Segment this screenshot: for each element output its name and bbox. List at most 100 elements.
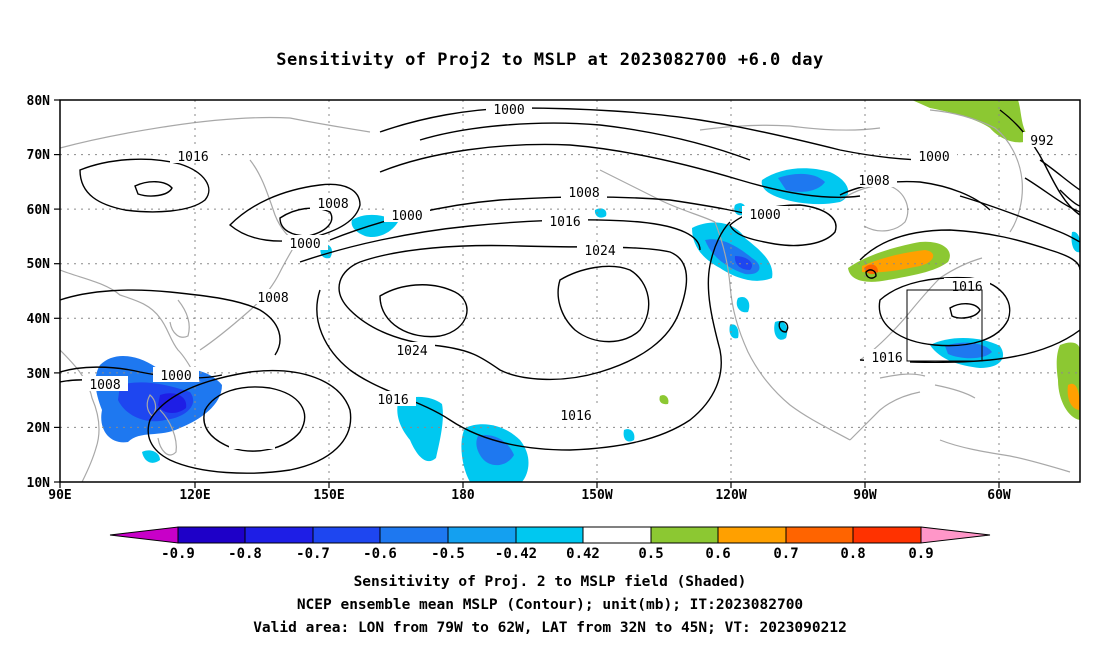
colorbar-left-arrow (109, 526, 179, 544)
colorbar-segment (582, 526, 652, 544)
coastlines (60, 109, 1071, 482)
colorbar-segment (852, 526, 922, 544)
colorbar-label: 0.8 (840, 546, 865, 562)
contour-label: 1008 (257, 291, 288, 306)
contour-label: 1000 (160, 369, 191, 384)
shade-positive-east-edge-core (1067, 383, 1080, 410)
colorbar-label: 0.7 (773, 546, 798, 562)
valid-area-box (906, 289, 983, 362)
contour-1008-kamchatka (228, 183, 361, 242)
caption-shading: Sensitivity of Proj. 2 to MSLP field (Sh… (353, 574, 747, 590)
colorbar-segment (515, 526, 584, 544)
coast-arctic (699, 124, 881, 131)
coast-hudson (839, 185, 909, 232)
contour-1024-outer (338, 244, 688, 381)
contour-label: 1000 (749, 208, 780, 223)
contour-1008-philippine (147, 369, 352, 474)
coast-alaska (599, 169, 716, 223)
coast-southamerica (939, 439, 1071, 473)
coast-asia-south (60, 349, 100, 482)
colorbar-segment (244, 526, 314, 544)
lon-label: 90E (48, 488, 71, 503)
colorbar-segment (177, 526, 246, 544)
colorbar-label: -0.6 (363, 546, 397, 562)
contour-1016-west-inner (134, 181, 173, 197)
lat-label: 30N (27, 367, 51, 382)
coast-greenland (929, 109, 1023, 233)
contour-label: 1000 (289, 237, 320, 252)
lat-label: 50N (27, 257, 51, 272)
map-frame (59, 99, 1081, 483)
lon-label: 150E (313, 488, 344, 503)
lon-label: 150W (581, 488, 612, 503)
shade-negative-canada-core (778, 173, 825, 192)
contour-small-low (865, 269, 877, 279)
colorbar-segment (785, 526, 854, 544)
lat-label: 60N (27, 203, 51, 218)
colorbar-segment (717, 526, 787, 544)
axis-ticks (54, 99, 1000, 488)
colorbar-label: -0.9 (161, 546, 195, 562)
contour-label: 1000 (918, 150, 949, 165)
colorbar-right-arrow (920, 526, 991, 544)
contour-label: 1016 (377, 393, 408, 408)
shade-positive-greatlakes-core (862, 250, 934, 273)
contour-label: 1000 (391, 209, 422, 224)
colorbar-label: -0.5 (431, 546, 465, 562)
contour-1016-atlantic-loop (878, 276, 1011, 347)
contour-label: 1016 (560, 409, 591, 424)
colorbar-label: -0.8 (228, 546, 262, 562)
coast-na-east (859, 257, 983, 361)
contour-1008-arctic (379, 143, 861, 198)
lon-label: 180 (451, 488, 475, 503)
lon-label: 120W (715, 488, 746, 503)
colorbar-segment (650, 526, 719, 544)
coast-siberia (60, 116, 371, 149)
lat-label: 40N (27, 312, 51, 327)
lon-label: 120E (179, 488, 210, 503)
contour-label: 1024 (396, 344, 427, 359)
contour-1008-sw (60, 366, 223, 379)
colorbar-label: 0.5 (638, 546, 663, 562)
caption-contour: NCEP ensemble mean MSLP (Contour); unit(… (296, 597, 804, 613)
shade-negative-small-d (623, 429, 635, 442)
shade-negative-atlantic-core (945, 342, 992, 359)
coast-philippines (157, 409, 177, 456)
colorbar-label: 0.42 (566, 546, 600, 562)
contour-1008-japan (60, 289, 281, 356)
shade-negative-small-a (142, 450, 160, 463)
contour-1000-philippine (203, 386, 306, 452)
colorbar-segment (447, 526, 517, 544)
contour-1016-atlantic (859, 229, 1080, 271)
caption-valid-area: Valid area: LON from 79W to 62W, LAT fro… (253, 620, 847, 636)
shade-negative-nepac-peak (734, 256, 753, 270)
contour-992-ne (999, 109, 1080, 216)
colorbar-label: 0.9 (908, 546, 933, 562)
colorbar (109, 526, 991, 544)
contour-1016-a (299, 219, 701, 263)
shade-positive-small (659, 395, 669, 405)
contour-1000-inner (419, 122, 751, 161)
coast-caribbean (879, 373, 976, 399)
contour-label: 1008 (89, 378, 120, 393)
lat-label: 10N (27, 476, 51, 491)
shade-negative-east-edge (1071, 231, 1080, 253)
contour-label: 1016 (549, 215, 580, 230)
shade-negative-small-g (729, 324, 739, 339)
coast-korea (169, 299, 190, 338)
contour-label: 1008 (317, 197, 348, 212)
contour-label: 1016 (177, 150, 208, 165)
contour-1016-big (316, 221, 731, 451)
contour-1016-west (79, 158, 210, 213)
graticule (60, 100, 1080, 482)
colorbar-label: -0.7 (296, 546, 330, 562)
shade-negative-small-f (736, 296, 750, 313)
contour-label: 1024 (584, 244, 615, 259)
colorbar-label: -0.42 (495, 546, 537, 562)
contour-1008-ne (839, 180, 991, 211)
contour-1000-arctic (379, 107, 931, 161)
contour-1024-inner (379, 284, 468, 338)
contour-label: 1008 (858, 174, 889, 189)
shade-negative-small-e (594, 208, 607, 218)
